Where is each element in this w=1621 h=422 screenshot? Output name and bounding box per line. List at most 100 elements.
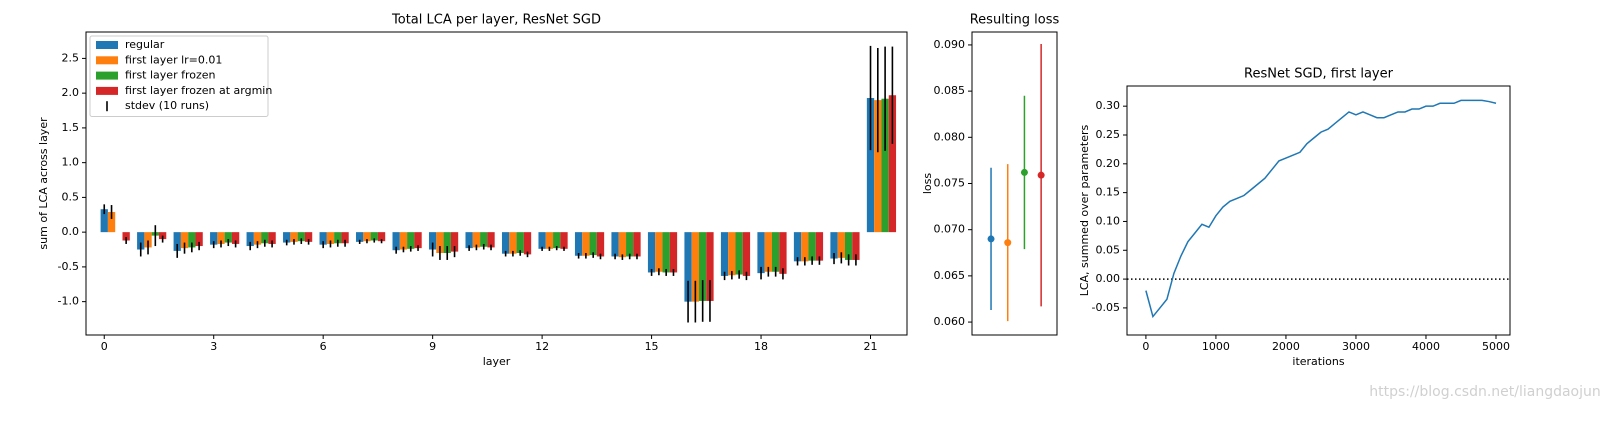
chart-title: Total LCA per layer, ResNet SGD	[391, 13, 601, 28]
chart-title: ResNet SGD, first layer	[1244, 67, 1394, 82]
bar	[392, 232, 400, 251]
axes-frame	[1126, 85, 1511, 336]
bar	[684, 232, 692, 302]
x-tick-label: 9	[429, 340, 436, 353]
bar	[290, 232, 298, 242]
bar	[852, 232, 860, 260]
bar	[881, 98, 889, 233]
bar	[589, 232, 597, 256]
y-tick-label: 2.0	[62, 86, 80, 99]
bar	[319, 232, 327, 245]
legend-box	[89, 35, 269, 117]
x-tick-label: 12	[535, 340, 549, 353]
y-tick-label: 0.25	[1096, 128, 1121, 141]
y-tick-label: 0.085	[934, 84, 966, 97]
x-tick-label: 3000	[1342, 340, 1370, 353]
x-tick-label: 5000	[1482, 340, 1510, 353]
x-tick-label: 6	[320, 340, 327, 353]
bar	[844, 232, 853, 260]
axes-frame	[971, 31, 1058, 336]
legend-label: regular	[125, 38, 165, 51]
bar	[662, 232, 670, 273]
bar	[793, 232, 802, 262]
bar	[253, 232, 262, 245]
legend-label: first layer frozen	[125, 69, 216, 82]
y-tick-label: 0.20	[1096, 157, 1121, 170]
bar	[553, 232, 561, 249]
y-tick-label: 0.080	[934, 130, 966, 143]
bar	[261, 232, 269, 244]
bar	[669, 232, 678, 273]
legend-swatch	[96, 86, 118, 95]
y-axis-label: sum of LCA across layer	[37, 117, 50, 250]
bar	[356, 232, 364, 242]
bar	[779, 232, 787, 274]
x-tick-label: 0	[101, 340, 108, 353]
bar	[655, 232, 663, 272]
bar	[538, 232, 546, 249]
y-tick-label: 0.15	[1096, 186, 1121, 199]
y-tick-label: -0.5	[58, 260, 79, 273]
bar	[626, 232, 634, 257]
bar	[742, 232, 751, 276]
bar	[728, 232, 736, 276]
bar	[436, 232, 444, 253]
bar	[173, 232, 181, 251]
x-tick-label: 2000	[1272, 340, 1300, 353]
bar	[297, 232, 305, 242]
bar	[268, 232, 276, 244]
y-tick-label: 0.065	[934, 269, 966, 282]
legend-label: first layer lr=0.01	[125, 53, 222, 66]
point	[1037, 171, 1045, 179]
bar	[144, 232, 152, 248]
bar	[122, 232, 130, 241]
y-tick-label: 0.090	[934, 38, 966, 51]
legend-label: stdev (10 runs)	[125, 99, 209, 112]
x-tick-label: 4000	[1412, 340, 1440, 353]
legend-swatch	[96, 41, 118, 49]
bar	[699, 232, 707, 301]
bar	[830, 232, 838, 259]
bar	[516, 232, 524, 253]
bar	[757, 232, 765, 274]
bar	[107, 211, 116, 233]
y-tick-label: 0.060	[934, 315, 966, 328]
y-tick-label: 0.5	[62, 190, 80, 203]
bar	[137, 232, 145, 250]
bar	[574, 232, 583, 256]
y-tick-label: 0.075	[934, 177, 966, 190]
bar	[501, 232, 510, 254]
bar	[158, 232, 167, 240]
bar	[633, 232, 641, 257]
bar	[210, 232, 218, 245]
bar	[334, 232, 342, 244]
y-tick-label: 2.5	[62, 51, 80, 64]
bar	[399, 232, 408, 250]
bar	[283, 232, 291, 243]
chart-title: Resulting loss	[970, 13, 1060, 28]
y-tick-label: 0.10	[1096, 214, 1121, 227]
bar	[771, 232, 780, 272]
y-tick-label: 0.30	[1096, 99, 1121, 112]
bar	[100, 209, 108, 233]
bar	[414, 232, 422, 249]
bar	[545, 232, 554, 249]
bar	[582, 232, 590, 256]
bar	[480, 232, 488, 247]
y-axis-label: LCA, summed over parameters	[1078, 124, 1091, 296]
x-tick-label: 3	[210, 340, 217, 353]
x-axis-label: iterations	[1292, 355, 1344, 368]
bar	[808, 232, 816, 261]
bar	[509, 232, 517, 254]
bar	[611, 232, 619, 257]
x-tick-label: 15	[645, 340, 659, 353]
bar	[180, 232, 189, 249]
legend-swatch	[96, 56, 118, 65]
bar	[472, 232, 481, 248]
bar	[815, 232, 824, 261]
bar	[231, 232, 240, 244]
bar	[428, 232, 437, 250]
bar	[837, 232, 845, 258]
bar	[195, 232, 203, 247]
bar	[706, 232, 714, 301]
